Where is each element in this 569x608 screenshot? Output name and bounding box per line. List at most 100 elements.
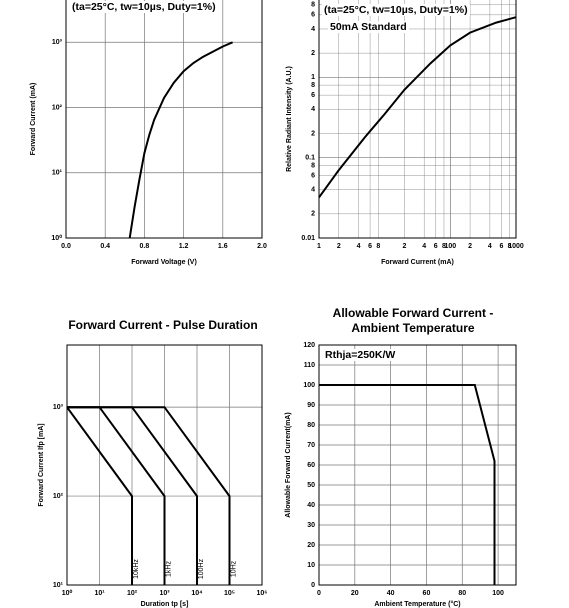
x-tick-label: 80 (458, 590, 466, 597)
y-tick-label: 110 (304, 362, 315, 369)
x-tick-label: 10⁰ (62, 589, 73, 597)
y-tick-label: 20 (307, 542, 315, 549)
x-tick-label: 8 (376, 243, 380, 250)
chart-panel: 0 20 40 60 80 100 0 10 20 30 40 50 60 70 80 90 100 110 120… (285, 342, 517, 608)
y-axis-label: Allowable Forward Current(mA) (285, 412, 292, 517)
y-tick-label: 10² (52, 104, 63, 111)
annotation: (ta=25°C, tw=10µs, Duty=1%) (70, 1, 218, 13)
x-tick-label: 0 (317, 590, 321, 597)
x-tick-label: 0.0 (61, 243, 71, 250)
y-axis-label: Relative Radiant Intensity (A.U.) (286, 66, 293, 172)
y-tick-label: 8 (311, 82, 315, 89)
x-tick-label: 10² (127, 590, 138, 597)
y-tick-label: 100 (303, 382, 315, 389)
plot-frame (65, 0, 263, 239)
y-tick-label: 50 (307, 482, 315, 489)
y-axis-label: Forward Current (mA) (30, 83, 37, 156)
y-tick-label: 6 (311, 172, 315, 179)
x-axis-label: Duration tp [s] (141, 601, 189, 608)
y-tick-label: 6 (311, 92, 315, 99)
x-tick-label: 100 (444, 243, 456, 250)
x-tick-label: 4 (488, 243, 492, 250)
y-tick-label: 1 (311, 74, 315, 81)
y-tick-label: 4 (311, 106, 315, 113)
y-tick-label: 70 (307, 442, 315, 449)
series-label: 1kHz (165, 561, 172, 577)
y-tick-label: 6 (311, 12, 315, 19)
x-axis-label: Forward Voltage (V) (131, 259, 197, 266)
x-tick-label: 100 (492, 590, 504, 597)
x-tick-label: 0.4 (100, 243, 110, 250)
data-line (66, 406, 133, 585)
x-tick-label: 2 (402, 243, 406, 250)
data-line (319, 384, 496, 585)
y-tick-label: 10² (53, 493, 64, 500)
y-tick-label: 30 (307, 522, 315, 529)
x-tick-label: 10³ (159, 590, 170, 597)
y-tick-label: 10³ (52, 39, 63, 46)
y-tick-label: 120 (303, 342, 315, 349)
data-line (128, 41, 233, 239)
x-axis-label: Ambient Temperature (°C) (374, 600, 460, 608)
y-tick-label: 0.01 (301, 235, 315, 242)
y-tick-label: 10¹ (53, 582, 64, 589)
x-tick-label: 4 (357, 243, 361, 250)
y-tick-label: 4 (311, 26, 315, 33)
y-tick-label: 90 (307, 402, 315, 409)
series-label: 10Hz (230, 560, 237, 577)
series-label: 10kHz (133, 559, 140, 579)
x-tick-label: 2.0 (257, 243, 267, 250)
x-tick-label: 1.6 (218, 243, 228, 250)
y-tick-label: 10³ (53, 404, 64, 411)
y-tick-label: 2 (311, 50, 315, 57)
data-line (67, 406, 231, 585)
y-tick-label: 10¹ (52, 170, 63, 177)
plot-frame (318, 344, 517, 586)
y-tick-label: 2 (311, 130, 315, 137)
x-tick-label: 2 (337, 243, 341, 250)
x-tick-label: 6 (368, 243, 372, 250)
chart-panel: 0.0 0.4 0.8 1.2 1.6 2.0 10⁰ 10¹ 10² 10³ Forward Vo… (30, 0, 267, 266)
x-tick-label: 2 (468, 243, 472, 250)
x-tick-label: 8 (442, 243, 446, 250)
x-tick-label: 20 (351, 590, 359, 597)
y-tick-label: 10 (307, 562, 315, 569)
x-tick-label: 6 (499, 243, 503, 250)
x-tick-label: 10⁶ (256, 590, 267, 597)
x-tick-label: 6 (434, 243, 438, 250)
annotation: (ta=25°C, tw=10µs, Duty=1%) (322, 4, 470, 16)
y-tick-label: 80 (307, 422, 315, 429)
x-tick-label: 10⁵ (224, 590, 235, 597)
y-tick-label: 60 (307, 462, 315, 469)
chart-title: Forward Current - Pulse Duration (68, 318, 258, 332)
annotation: Rthja=250K/W (323, 349, 398, 361)
x-tick-label: 1 (317, 243, 321, 250)
data-line (318, 16, 517, 198)
x-tick-label: 40 (387, 590, 395, 597)
y-axis-label: Forward Current Ifp [mA] (38, 423, 45, 506)
plot-frame (318, 0, 517, 239)
x-tick-label: 4 (422, 243, 426, 250)
x-tick-label: 10⁴ (191, 590, 203, 597)
y-tick-label: 0 (311, 582, 315, 589)
x-tick-label: 0.8 (140, 243, 150, 250)
x-tick-label: 10¹ (94, 590, 105, 597)
y-tick-label: 40 (307, 502, 315, 509)
annotation: 50mA Standard (328, 21, 409, 33)
x-tick-label: 60 (423, 590, 431, 597)
x-tick-label: 8 (508, 243, 512, 250)
series-label: 100Hz (198, 558, 205, 579)
y-tick-label: 0.1 (305, 155, 315, 162)
y-tick-label: 10⁰ (51, 234, 62, 242)
x-axis-label: Forward Current (mA) (381, 259, 454, 266)
x-tick-label: 1000 (508, 243, 524, 250)
y-tick-label: 4 (311, 186, 315, 193)
y-tick-label: 8 (311, 2, 315, 9)
y-tick-label: 8 (311, 162, 315, 169)
x-tick-label: 1.2 (179, 243, 189, 250)
y-tick-label: 2 (311, 211, 315, 218)
